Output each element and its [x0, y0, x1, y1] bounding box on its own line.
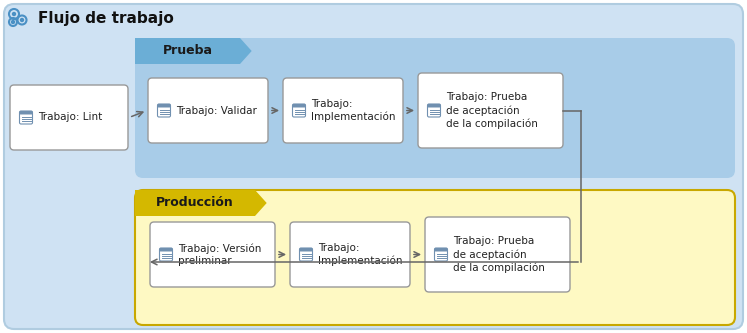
Text: Trabajo: Prueba
de aceptación
de la compilación: Trabajo: Prueba de aceptación de la comp… [453, 236, 545, 272]
FancyBboxPatch shape [19, 111, 33, 115]
FancyBboxPatch shape [290, 222, 410, 287]
FancyBboxPatch shape [427, 104, 441, 108]
FancyBboxPatch shape [4, 4, 743, 329]
FancyBboxPatch shape [158, 104, 170, 108]
Text: Trabajo:
Implementación: Trabajo: Implementación [318, 243, 403, 266]
FancyBboxPatch shape [150, 222, 275, 287]
Circle shape [20, 19, 23, 22]
Circle shape [11, 21, 14, 24]
Text: Trabajo:
Implementación: Trabajo: Implementación [311, 99, 395, 122]
FancyBboxPatch shape [160, 248, 173, 251]
FancyBboxPatch shape [160, 248, 173, 261]
Circle shape [13, 13, 16, 16]
Text: Flujo de trabajo: Flujo de trabajo [38, 11, 174, 26]
Text: Trabajo: Lint: Trabajo: Lint [38, 113, 102, 123]
FancyBboxPatch shape [19, 111, 33, 124]
FancyBboxPatch shape [148, 78, 268, 143]
FancyBboxPatch shape [435, 248, 447, 261]
FancyBboxPatch shape [425, 217, 570, 292]
FancyBboxPatch shape [135, 38, 735, 178]
Text: Trabajo: Versión
preliminar: Trabajo: Versión preliminar [178, 243, 261, 266]
Text: Prueba: Prueba [163, 45, 212, 58]
FancyBboxPatch shape [418, 73, 563, 148]
FancyBboxPatch shape [283, 78, 403, 143]
Polygon shape [135, 38, 252, 64]
FancyBboxPatch shape [300, 248, 312, 261]
FancyBboxPatch shape [135, 190, 735, 325]
Text: Trabajo: Validar: Trabajo: Validar [176, 106, 257, 116]
FancyBboxPatch shape [293, 104, 306, 117]
FancyBboxPatch shape [10, 85, 128, 150]
FancyBboxPatch shape [300, 248, 312, 251]
FancyBboxPatch shape [427, 104, 441, 117]
FancyBboxPatch shape [435, 248, 447, 251]
Polygon shape [135, 190, 267, 216]
Text: Trabajo: Prueba
de aceptación
de la compilación: Trabajo: Prueba de aceptación de la comp… [446, 93, 538, 129]
FancyBboxPatch shape [293, 104, 306, 108]
FancyBboxPatch shape [158, 104, 170, 117]
Text: Producción: Producción [156, 196, 234, 209]
